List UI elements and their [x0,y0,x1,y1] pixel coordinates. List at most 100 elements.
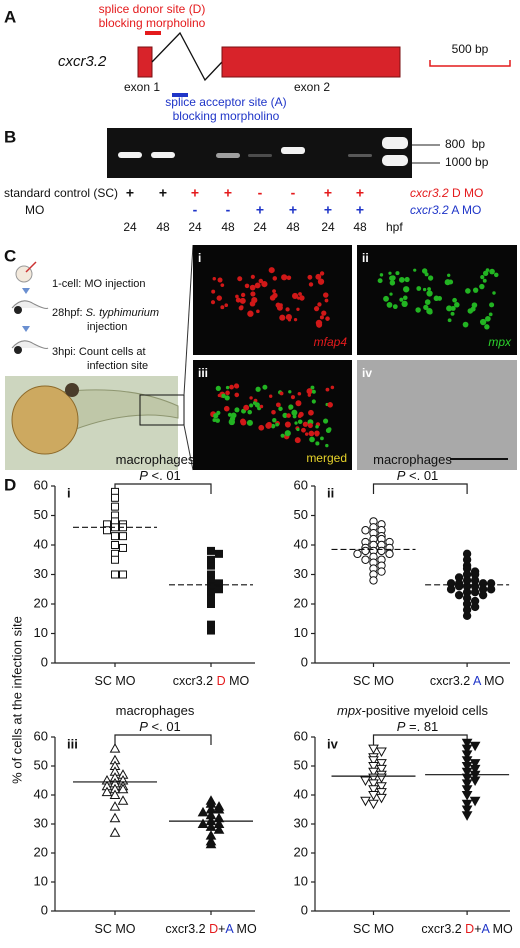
cell-dot [215,418,221,423]
cell-dot [403,286,410,293]
image-numeral: iv [362,366,372,380]
y-tick-label: 40 [34,786,48,801]
label-part: A [473,674,482,688]
data-point [376,747,387,758]
cell-dot [309,436,315,443]
cell-dot [427,309,433,315]
cell-dot [271,409,276,415]
cell-dot [251,297,258,304]
cell-dot [270,423,276,429]
cell-dot [314,432,319,437]
cell-dot [297,296,301,300]
cell-dot [247,310,254,317]
cell-dot [317,302,322,307]
data-point [213,824,225,834]
y-axis-label: % of cells at the infection site [9,616,24,784]
x-tick-label: cxcr3.2 D+A MO [165,922,257,936]
cell-dot [311,399,316,404]
cell-dot [225,385,230,390]
cell-dot [224,303,229,308]
cell-dot [275,422,280,427]
data-point [117,795,129,805]
cell-dot [325,316,330,321]
cell-dot [327,401,333,408]
cell-dot [272,289,276,294]
cell-dot [386,302,393,308]
lane-sign: - [226,202,231,218]
step-text: 28hpf: S. typhimurium [52,307,159,319]
data-point [461,799,473,810]
cell-dot [279,314,286,321]
cell-dot [286,413,291,418]
micrograph [193,360,352,470]
cell-dot [424,299,431,305]
y-tick-label: 60 [34,477,48,492]
y-tick-label: 0 [301,902,308,917]
cell-dot [389,275,395,281]
data-point [478,590,488,600]
scale-bar [429,60,511,67]
cell-dot [392,304,398,310]
cell-dot [450,306,456,311]
cell-dot [291,409,298,416]
panel-numeral: i [67,485,71,500]
exon-label: exon 2 [294,80,330,94]
cell-dot [325,443,329,448]
cell-dot [297,419,303,425]
data-point [109,812,121,823]
data-point [360,776,371,787]
cell-dot [216,295,223,301]
eye [65,383,79,397]
data-point [461,738,473,749]
band [151,152,175,158]
p-symbol: P [397,719,406,734]
zoom-line [183,424,194,471]
data-point [377,546,386,556]
data-point [454,590,464,600]
cell-dot [489,268,495,275]
cell-dot [482,278,487,283]
step-text: injection [87,321,127,333]
cell-dot [415,307,421,313]
data-point [470,602,480,612]
cell-dot [297,391,302,396]
y-tick-label: 10 [34,873,48,888]
data-point [368,799,379,810]
cell-dot [315,424,319,429]
cell-dot [272,418,277,423]
cell-dot [262,384,268,390]
lane-sign: + [356,185,364,201]
cell-dot [292,414,297,419]
cell-dot [325,387,330,392]
cell-dot [308,430,315,437]
cell-dot [295,400,302,407]
lane-sign: + [324,185,332,201]
cell-dot [304,432,309,436]
data-point [376,773,387,784]
x-tick-label: cxcr3.2 D+A MO [421,922,513,936]
cell-dot [307,274,313,280]
label-part: SC MO [95,922,136,936]
data-point [215,549,223,558]
significance-bracket [114,483,212,494]
lane-sign: + [256,202,264,218]
cell-dot [450,311,455,316]
y-tick-label: 50 [34,757,48,772]
band [281,147,305,154]
cell-dot [317,278,325,285]
data-point [117,783,129,794]
cell-dot [221,393,226,399]
cell-dot [379,273,384,277]
data-point [470,588,480,597]
acceptor-text: blocking morpholino [173,109,280,123]
label-part: SC MO [353,922,394,936]
data-point [469,796,481,807]
data-point [461,744,473,755]
step-text: infection site [87,360,148,372]
y-tick-label: 20 [34,844,48,859]
y-tick-label: 30 [34,815,48,830]
cell-dot [288,390,292,394]
cell-dot [480,275,485,280]
acceptor-text: splice acceptor site (A) [165,95,286,109]
